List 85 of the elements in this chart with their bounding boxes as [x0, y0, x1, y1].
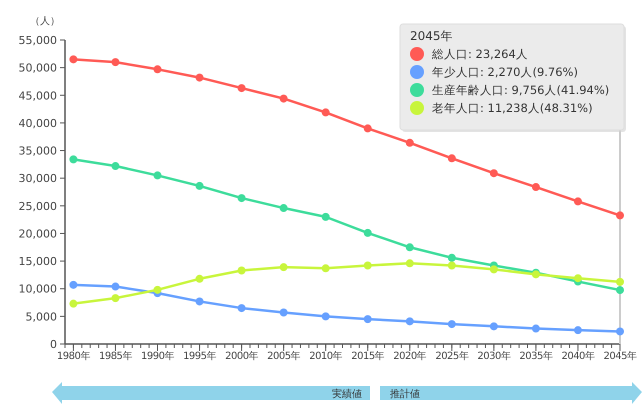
point	[364, 262, 372, 270]
y-tick-label: 45,000	[18, 89, 57, 102]
point	[364, 124, 372, 132]
point	[111, 162, 120, 170]
point	[196, 74, 204, 82]
point	[322, 312, 330, 320]
point	[238, 304, 246, 312]
point	[154, 65, 162, 74]
y-tick-label: 35,000	[18, 144, 57, 158]
x-tick-label: 2015年	[351, 350, 385, 362]
point	[406, 317, 414, 326]
y-tick-label: 55,000	[18, 34, 57, 47]
y-axis-title: （人）	[30, 16, 60, 27]
point	[490, 169, 498, 178]
x-tick-label: 2045年	[604, 350, 637, 362]
point	[574, 326, 582, 334]
point	[69, 155, 78, 164]
point	[196, 297, 204, 306]
point	[406, 259, 414, 268]
legend-label: 総人口: 23,264人	[431, 47, 528, 61]
legend-title: 2045年	[410, 29, 453, 43]
point	[154, 286, 162, 294]
x-tick-label: 1995年	[183, 350, 217, 362]
x-tick-label: 2000年	[225, 350, 259, 362]
y-tick-label: 10,000	[18, 282, 57, 296]
point	[448, 320, 456, 328]
x-tick-label: 2025年	[435, 350, 469, 362]
point	[69, 280, 78, 289]
x-tick-label: 2020年	[393, 350, 427, 362]
x-tick-label: 1985年	[98, 350, 132, 362]
y-tick-label: 50,000	[18, 62, 57, 75]
point	[532, 324, 540, 333]
point	[111, 58, 120, 66]
text: 推計値	[390, 388, 420, 400]
y-tick-label: 40,000	[18, 116, 57, 130]
point	[406, 243, 414, 252]
point	[69, 300, 78, 308]
point	[69, 55, 78, 64]
point	[111, 282, 120, 291]
point	[322, 212, 330, 221]
x-tick-label: 2040年	[561, 350, 595, 362]
point	[280, 94, 288, 103]
point	[280, 263, 288, 272]
point	[616, 286, 624, 294]
point	[364, 228, 372, 237]
legend-label: 年少人口: 2,270人(9.76%)	[432, 65, 578, 79]
x-tick-label: 2030年	[477, 350, 511, 362]
legend-label: 生産年齢人口: 9,756人(41.94%)	[432, 83, 610, 97]
y-tick-label: 5,000	[26, 310, 57, 324]
y-tick-label: 30,000	[18, 172, 57, 186]
point	[111, 294, 120, 302]
point	[322, 264, 330, 272]
y-tick-label: 20,000	[18, 227, 57, 240]
point	[196, 182, 204, 190]
point	[616, 327, 624, 336]
x-tick-label: 1990年	[141, 350, 174, 362]
point	[490, 322, 498, 330]
x-tick-label: 2005年	[267, 350, 301, 362]
point	[364, 315, 372, 324]
point	[280, 308, 288, 316]
point	[448, 154, 456, 162]
x-tick-label: 2035年	[519, 350, 553, 362]
text: 実績値	[332, 388, 362, 400]
point	[532, 183, 540, 192]
point	[574, 197, 582, 206]
point	[616, 211, 624, 220]
point	[238, 194, 246, 202]
y-tick-label: 15,000	[18, 255, 57, 268]
y-tick-label: 0	[50, 338, 57, 351]
point	[406, 138, 414, 147]
point	[322, 108, 330, 116]
y-tick-label: 25,000	[18, 200, 57, 213]
x-tick-label: 1980年	[56, 350, 90, 362]
point	[490, 265, 498, 274]
x-tick-label: 2010年	[309, 350, 343, 362]
point	[616, 278, 624, 286]
point	[196, 274, 204, 283]
legend-label: 老年人口: 11,238人(48.31%)	[432, 101, 593, 115]
point	[154, 171, 162, 180]
point	[448, 254, 456, 262]
point	[574, 274, 582, 282]
point	[238, 84, 246, 92]
point	[280, 204, 288, 212]
point	[238, 266, 246, 274]
point	[448, 262, 456, 270]
